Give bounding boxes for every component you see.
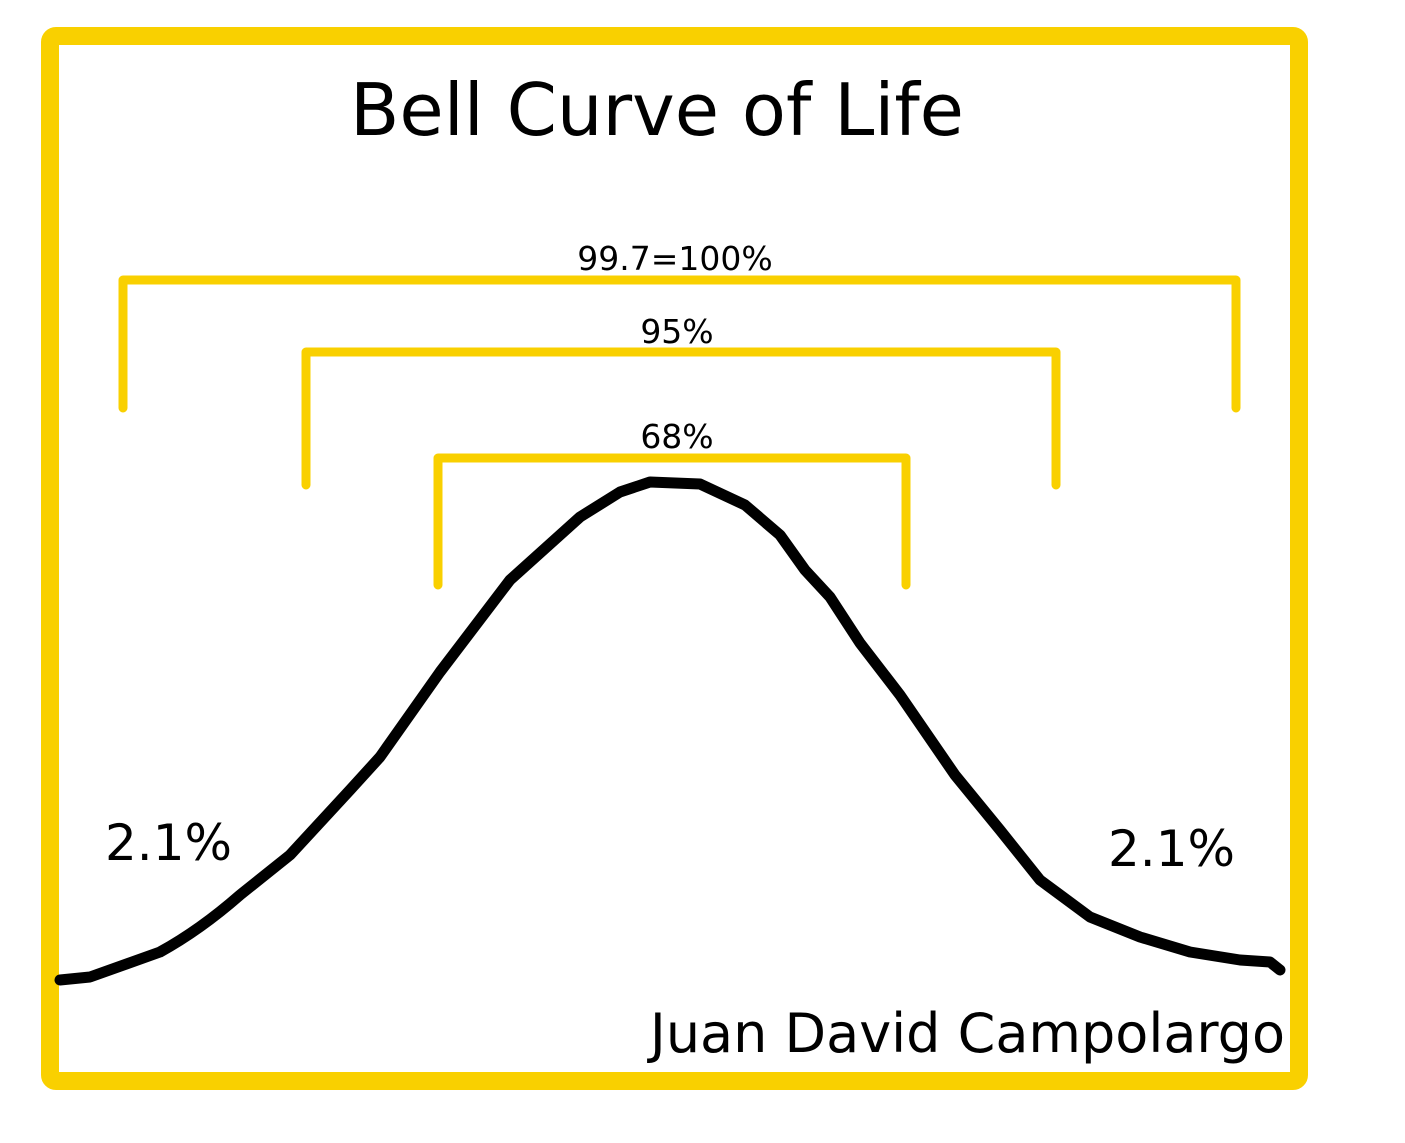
left-tail-label: 2.1% bbox=[105, 814, 232, 872]
right-tail-label: 2.1% bbox=[1108, 820, 1235, 878]
label-inner: 68% bbox=[640, 417, 713, 456]
label-middle: 95% bbox=[640, 312, 713, 351]
author: Juan David Campolargo bbox=[647, 1002, 1285, 1065]
bracket-inner bbox=[433, 453, 911, 590]
frame bbox=[41, 27, 1308, 1090]
label-outer: 99.7=100% bbox=[577, 239, 772, 278]
bell-curve bbox=[54, 476, 1286, 986]
bracket-middle bbox=[301, 347, 1061, 490]
title: Bell Curve of Life bbox=[350, 68, 964, 152]
bracket-outer bbox=[118, 275, 1241, 413]
